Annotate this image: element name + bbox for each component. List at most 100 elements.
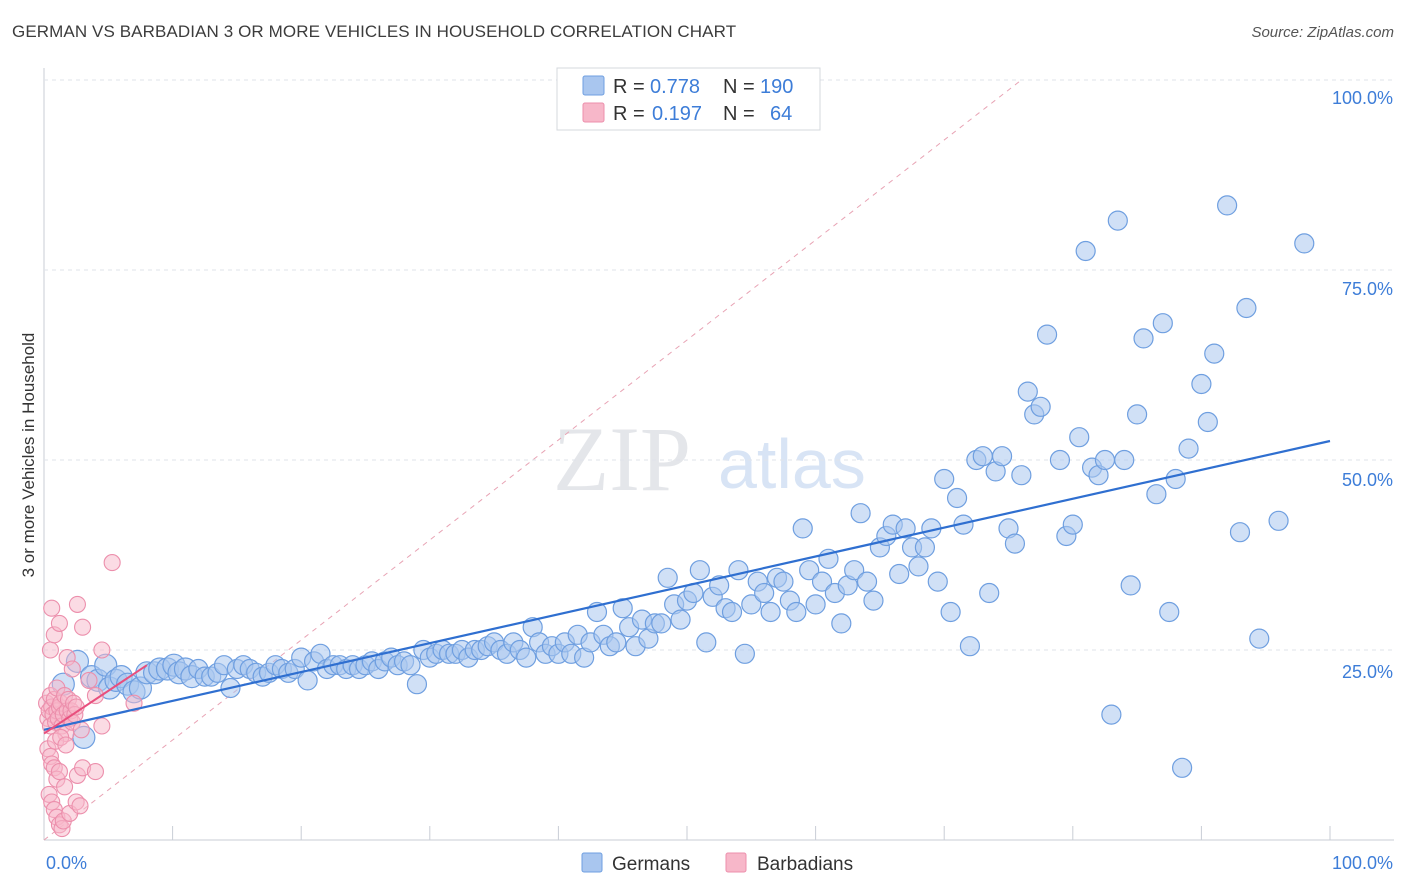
barbadian-point-50: [63, 660, 81, 678]
barbadian-point-41: [71, 797, 89, 815]
german-point-114: [792, 518, 813, 539]
legend-n-value-germans: 190: [760, 76, 793, 98]
german-point-106: [741, 594, 762, 615]
german-point-176: [1217, 195, 1238, 216]
legend-swatch-germans: [582, 75, 605, 96]
barbadian-point-55: [103, 554, 121, 572]
watermark-atlas: atlas: [718, 425, 866, 503]
german-point-124: [856, 571, 878, 592]
german-point-162: [1107, 210, 1128, 231]
german-point-167: [1146, 484, 1167, 505]
german-point-175: [1204, 343, 1225, 364]
german-point-135: [927, 571, 948, 592]
german-point-71: [516, 647, 537, 668]
x-tick-label-0: 0.0%: [46, 853, 87, 873]
german-point-173: [1191, 373, 1212, 395]
legend-n-label-germans: N =: [723, 76, 755, 98]
german-point-93: [657, 567, 678, 588]
german-point-151: [1030, 396, 1051, 417]
y-tick-label-50: 50.0%: [1342, 470, 1393, 490]
german-point-147: [1004, 533, 1026, 554]
german-point-179: [1249, 628, 1270, 649]
german-point-145: [991, 446, 1013, 467]
chart-title: GERMAN VS BARBADIAN 3 OR MORE VEHICLES I…: [12, 22, 737, 41]
german-point-157: [1075, 240, 1096, 262]
german-point-122: [844, 560, 865, 581]
barbadian-point-52: [74, 618, 92, 636]
german-point-169: [1159, 601, 1180, 623]
german-point-95: [670, 609, 691, 630]
german-point-165: [1126, 404, 1148, 425]
barbadian-point-56: [80, 671, 98, 689]
watermark: ZIP atlas: [553, 408, 866, 510]
german-point-152: [1036, 324, 1058, 345]
german-point-37: [297, 670, 318, 691]
german-point-108: [754, 582, 775, 604]
german-point-99: [696, 632, 717, 653]
source-credit: Source: ZipAtlas.com: [1251, 24, 1394, 41]
german-point-160: [1094, 449, 1116, 471]
gridlines: [44, 79, 1394, 651]
german-point-171: [1172, 757, 1193, 778]
german-point-98: [689, 560, 710, 581]
watermark-zip: ZIP: [553, 408, 691, 510]
barbadian-trend-line: [43, 664, 148, 735]
german-point-163: [1114, 449, 1135, 471]
barbadian-points: [38, 554, 143, 838]
barbadian-point-63: [72, 721, 90, 739]
german-point-115: [799, 560, 820, 581]
barbadian-point-45: [86, 763, 104, 781]
german-point-116: [805, 594, 826, 615]
german-point-130: [895, 518, 916, 539]
german-point-136: [934, 468, 955, 490]
german-point-101: [709, 575, 730, 596]
y-axis-title: 3 or more Vehicles in Household: [19, 333, 38, 578]
german-point-140: [959, 636, 981, 657]
bottom-legend-label-germans: Germans: [612, 854, 690, 875]
german-point-85: [606, 632, 627, 653]
bottom-legend-label-barbadians: Barbadians: [757, 854, 853, 875]
legend-swatch-barbadians: [582, 102, 605, 123]
legend: R = 0.778 N = 190 R = 0.197 N = 64: [556, 67, 821, 131]
barbadian-point-59: [125, 694, 143, 712]
barbadian-point-57: [86, 687, 104, 705]
german-point-148: [1011, 465, 1032, 486]
identity-reference-line: [43, 79, 1022, 841]
german-point-137: [940, 601, 961, 623]
german-point-170: [1165, 468, 1186, 490]
barbadian-point-31: [50, 763, 68, 781]
barbadian-point-48: [50, 614, 68, 632]
x-axis-ticks: [172, 826, 1331, 840]
german-point-149: [1017, 381, 1038, 402]
y-tick-labels: 100.0% 75.0% 50.0% 25.0%: [1332, 88, 1393, 682]
german-point-180: [1268, 510, 1289, 531]
legend-r-label-barbadians: R =: [613, 103, 645, 125]
bottom-legend-swatch-barbadians: [725, 852, 747, 873]
legend-n-value-barbadians: 64: [770, 103, 792, 125]
legend-r-value-barbadians: 0.197: [652, 103, 702, 125]
german-point-161: [1101, 704, 1122, 725]
german-point-92: [651, 613, 672, 634]
german-point-156: [1069, 427, 1090, 448]
german-point-86: [612, 598, 633, 619]
barbadian-point-42: [56, 778, 74, 796]
german-point-103: [721, 601, 743, 623]
german-point-181: [1294, 233, 1315, 254]
german-point-120: [831, 613, 852, 634]
german-point-133: [914, 537, 936, 558]
german-point-111: [773, 571, 794, 592]
german-point-138: [946, 487, 968, 509]
german-point-142: [972, 446, 993, 467]
german-point-54: [406, 674, 428, 695]
german-point-125: [863, 590, 884, 611]
german-point-104: [728, 560, 749, 581]
german-point-105: [734, 643, 755, 664]
barbadian-point-58: [93, 717, 111, 735]
x-tick-label-100: 100.0%: [1332, 853, 1393, 873]
german-point-172: [1178, 438, 1199, 459]
german-point-155: [1062, 514, 1083, 535]
legend-n-label-barbadians: N =: [723, 103, 755, 125]
y-tick-label-25: 25.0%: [1342, 662, 1393, 682]
german-point-117: [811, 571, 833, 592]
german-point-53: [400, 655, 421, 676]
